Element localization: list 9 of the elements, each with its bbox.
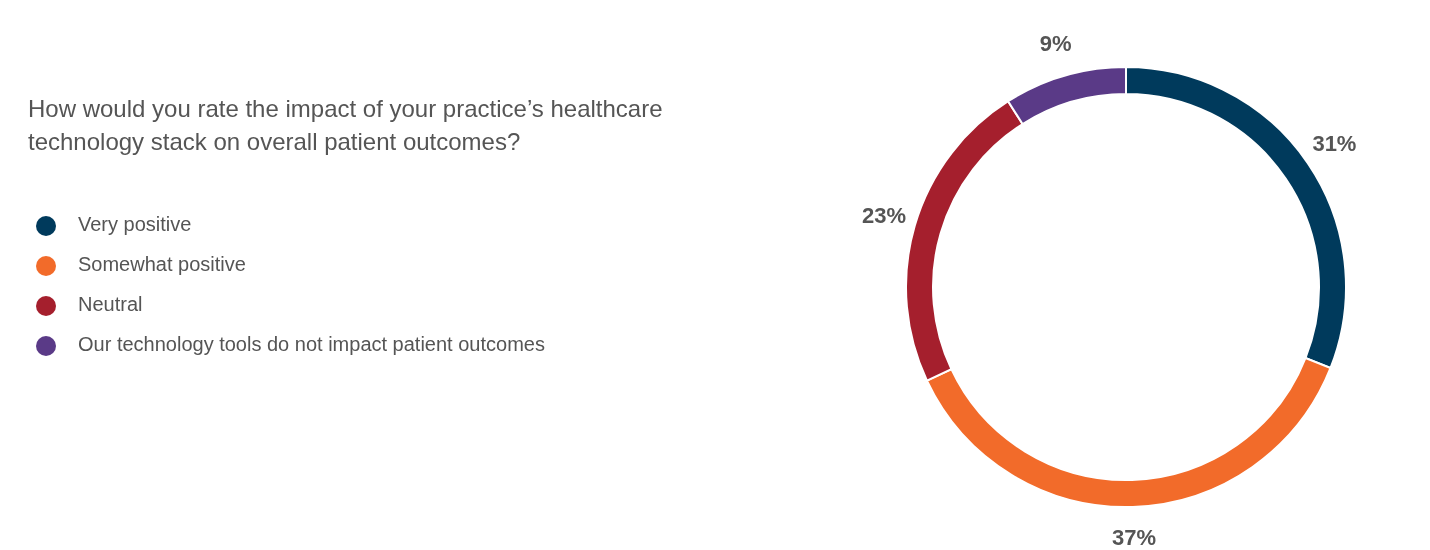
data-label: 37% xyxy=(1111,524,1156,550)
legend-label: Somewhat positive xyxy=(78,253,246,276)
legend-label: Neutral xyxy=(78,293,143,316)
legend-label: Very positive xyxy=(78,213,192,236)
legend-label: Our technology tools do not impact patient outcomes xyxy=(78,333,545,356)
data-label: 31% xyxy=(1312,131,1357,157)
text: How would you rate the impact of your practice’s healthcare technology stack on overall patient outcomes? xyxy=(28,94,664,157)
data-label: 9% xyxy=(1039,30,1072,56)
data-label: 23% xyxy=(861,202,907,228)
